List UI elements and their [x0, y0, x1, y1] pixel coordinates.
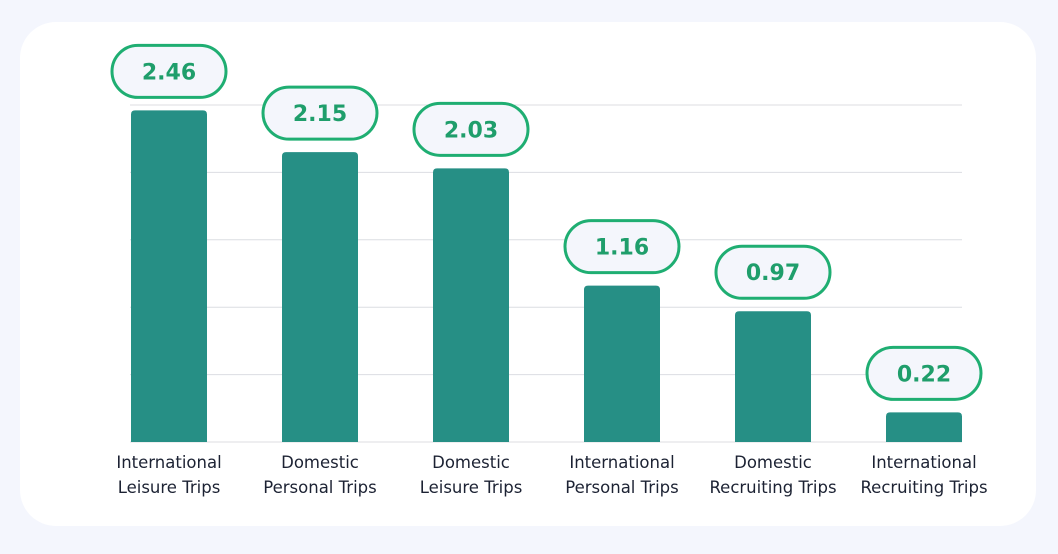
x-tick-label-line: International — [871, 453, 976, 472]
x-tick-label-line: Recruiting Trips — [860, 478, 987, 497]
value-label-pill — [563, 219, 681, 275]
x-tick-label: International Leisure Trips — [116, 453, 221, 497]
value-label-pill — [865, 345, 983, 401]
x-tick-label-line: Domestic — [432, 453, 510, 472]
x-tick-label-line: Recruiting Trips — [709, 478, 836, 497]
x-tick-label: International Recruiting Trips — [860, 453, 987, 497]
value-label: 2.03 — [444, 118, 498, 143]
value-label-pill — [261, 85, 379, 141]
bar — [886, 412, 962, 442]
value-label-pill — [110, 43, 228, 99]
x-tick-label: International Personal Trips — [565, 453, 678, 497]
x-tick-label-line: International — [116, 453, 221, 472]
bar — [131, 110, 207, 442]
value-label: 0.97 — [746, 261, 800, 286]
x-tick-label-line: Domestic — [734, 453, 812, 472]
x-tick-label-line: Domestic — [281, 453, 359, 472]
value-label: 2.15 — [293, 102, 347, 127]
value-label: 2.46 — [142, 60, 196, 85]
x-tick-label: Domestic Personal Trips — [263, 453, 376, 497]
x-tick-label-line: Personal Trips — [263, 478, 376, 497]
x-tick-label-line: Personal Trips — [565, 478, 678, 497]
value-label: 1.16 — [595, 236, 649, 261]
value-label-pill — [714, 244, 832, 300]
bar — [735, 311, 811, 442]
x-tick-label-line: Leisure Trips — [118, 478, 221, 497]
x-tick-label: Domestic Recruiting Trips — [709, 453, 836, 497]
x-tick-label-line: International — [569, 453, 674, 472]
bar — [584, 285, 660, 442]
value-label: 0.22 — [897, 362, 951, 387]
x-tick-label-line: Leisure Trips — [420, 478, 523, 497]
bar — [282, 152, 358, 442]
x-tick-label: Domestic Leisure Trips — [420, 453, 523, 497]
value-label-pill — [412, 101, 530, 157]
bar — [433, 168, 509, 442]
